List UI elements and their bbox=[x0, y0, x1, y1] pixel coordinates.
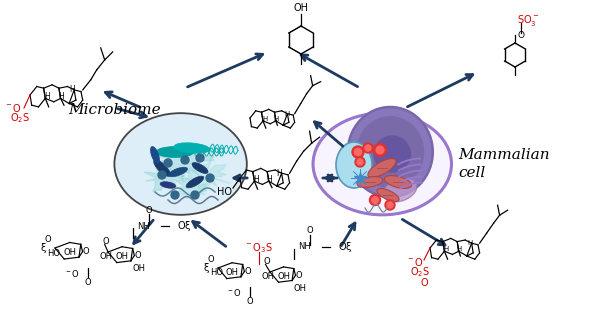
Text: O: O bbox=[517, 31, 524, 39]
Text: $\mathsf{O\xi}$: $\mathsf{O\xi}$ bbox=[338, 239, 352, 254]
Text: H: H bbox=[456, 246, 462, 252]
Text: H: H bbox=[69, 85, 75, 94]
Ellipse shape bbox=[368, 158, 396, 177]
Ellipse shape bbox=[114, 113, 247, 215]
Circle shape bbox=[206, 174, 214, 182]
Text: H: H bbox=[285, 111, 290, 117]
Text: O: O bbox=[103, 237, 110, 247]
Circle shape bbox=[191, 191, 199, 199]
Text: O: O bbox=[145, 206, 152, 215]
Text: $\mathsf{\xi}$: $\mathsf{\xi}$ bbox=[203, 261, 210, 275]
Ellipse shape bbox=[356, 116, 424, 188]
Circle shape bbox=[373, 144, 386, 156]
Text: HO: HO bbox=[217, 187, 232, 197]
Text: H: H bbox=[262, 116, 267, 122]
Text: O: O bbox=[306, 226, 313, 235]
Text: O: O bbox=[295, 271, 302, 280]
Circle shape bbox=[370, 195, 380, 206]
Circle shape bbox=[355, 157, 365, 167]
Text: $\mathsf{SO_3^-}$: $\mathsf{SO_3^-}$ bbox=[517, 13, 539, 29]
Circle shape bbox=[385, 200, 395, 210]
Text: O: O bbox=[82, 247, 89, 256]
Text: NH: NH bbox=[137, 222, 149, 231]
Ellipse shape bbox=[313, 113, 452, 215]
Ellipse shape bbox=[348, 107, 433, 197]
Ellipse shape bbox=[174, 143, 210, 153]
Circle shape bbox=[164, 159, 172, 167]
Text: $\mathsf{^-O}$: $\mathsf{^-O}$ bbox=[406, 256, 424, 268]
Ellipse shape bbox=[169, 167, 187, 177]
Text: H: H bbox=[277, 169, 282, 178]
Text: Microbiome: Microbiome bbox=[68, 103, 161, 117]
Text: $^-$O: $^-$O bbox=[226, 287, 241, 298]
Text: $\mathsf{^-O}$: $\mathsf{^-O}$ bbox=[4, 102, 22, 114]
Circle shape bbox=[196, 154, 204, 162]
Text: OH: OH bbox=[226, 268, 238, 277]
Text: H: H bbox=[45, 92, 50, 101]
Polygon shape bbox=[144, 162, 190, 192]
Text: NH: NH bbox=[298, 242, 311, 251]
Ellipse shape bbox=[156, 147, 194, 157]
Text: OH: OH bbox=[294, 284, 306, 293]
Circle shape bbox=[371, 197, 378, 203]
Ellipse shape bbox=[150, 147, 160, 164]
Ellipse shape bbox=[385, 175, 412, 188]
Text: O: O bbox=[85, 278, 92, 287]
Text: H: H bbox=[58, 92, 64, 101]
Circle shape bbox=[158, 171, 166, 179]
Circle shape bbox=[352, 146, 364, 158]
Circle shape bbox=[387, 202, 393, 208]
Text: OH: OH bbox=[100, 252, 113, 261]
Text: OH: OH bbox=[294, 3, 308, 13]
Text: $\mathsf{O\xi}$: $\mathsf{O\xi}$ bbox=[176, 219, 191, 234]
Text: $\mathsf{O_2S}$: $\mathsf{O_2S}$ bbox=[410, 265, 430, 279]
Circle shape bbox=[355, 148, 362, 155]
Ellipse shape bbox=[357, 176, 383, 187]
Text: H: H bbox=[253, 175, 259, 184]
Circle shape bbox=[181, 156, 189, 164]
Text: OH: OH bbox=[261, 272, 275, 281]
Ellipse shape bbox=[377, 189, 399, 201]
Text: OH: OH bbox=[132, 264, 145, 273]
Circle shape bbox=[374, 136, 411, 172]
Text: HO: HO bbox=[47, 249, 60, 257]
Text: OH: OH bbox=[63, 248, 76, 257]
Text: O: O bbox=[134, 251, 141, 260]
Text: HO: HO bbox=[210, 268, 223, 277]
Text: $\mathsf{^-O_3S}$: $\mathsf{^-O_3S}$ bbox=[244, 242, 273, 256]
Text: O: O bbox=[264, 257, 270, 266]
Text: $^-$O: $^-$O bbox=[64, 268, 79, 279]
Circle shape bbox=[365, 145, 371, 151]
Text: H: H bbox=[274, 116, 279, 122]
Text: O: O bbox=[246, 297, 253, 306]
Ellipse shape bbox=[160, 182, 176, 188]
Circle shape bbox=[376, 146, 384, 154]
Ellipse shape bbox=[154, 160, 170, 176]
Text: $\mathsf{O_2S}$: $\mathsf{O_2S}$ bbox=[10, 111, 30, 125]
Circle shape bbox=[357, 159, 363, 165]
Text: $\mathsf{\xi}$: $\mathsf{\xi}$ bbox=[40, 241, 47, 255]
Ellipse shape bbox=[336, 142, 372, 188]
Text: O: O bbox=[207, 256, 214, 264]
Polygon shape bbox=[156, 145, 214, 180]
Text: H: H bbox=[266, 175, 272, 184]
Circle shape bbox=[171, 191, 179, 199]
Text: $\mathsf{O}$: $\mathsf{O}$ bbox=[420, 276, 430, 288]
Text: O: O bbox=[244, 267, 250, 276]
Ellipse shape bbox=[192, 163, 208, 174]
Text: Mammalian
cell: Mammalian cell bbox=[459, 148, 550, 180]
Circle shape bbox=[363, 143, 373, 153]
Text: OH: OH bbox=[116, 252, 129, 261]
Text: H: H bbox=[467, 240, 472, 246]
Ellipse shape bbox=[186, 176, 204, 188]
Text: OH: OH bbox=[277, 272, 290, 281]
Ellipse shape bbox=[383, 178, 417, 202]
Text: O: O bbox=[45, 236, 51, 244]
Text: H: H bbox=[444, 246, 449, 252]
Polygon shape bbox=[175, 178, 210, 199]
Polygon shape bbox=[182, 155, 230, 196]
